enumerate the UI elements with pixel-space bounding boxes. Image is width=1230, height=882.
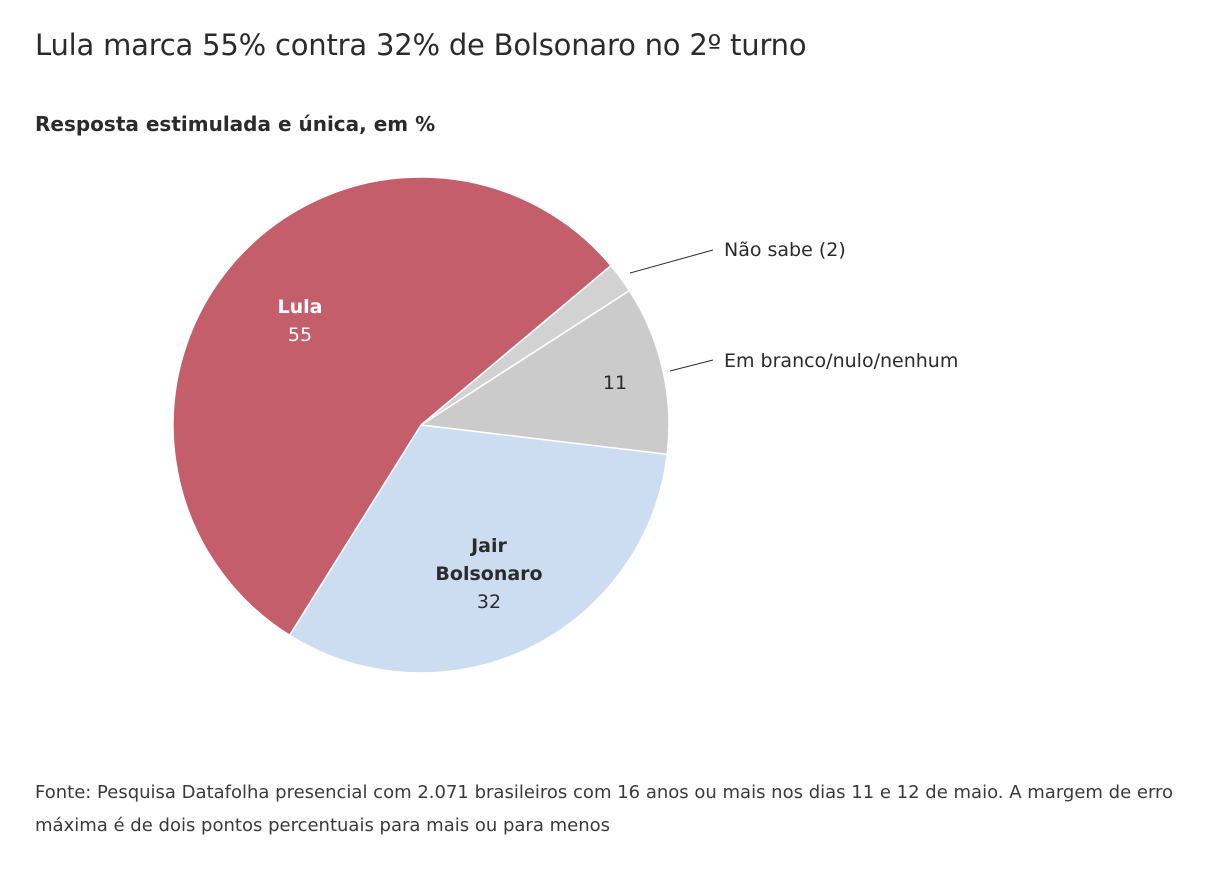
pie-labels: Não sabe (2) 11 Em branco/nulo/nenhum Jair B… (278, 239, 959, 613)
leader-line-nao-sabe (629, 249, 714, 274)
chart-title: Lula marca 55% contra 32% de Bolsonaro n… (35, 28, 807, 62)
pie-value-jair-bolsonaro: 32 (477, 591, 501, 613)
pie-slice-jair-bolsonaro (288, 424, 669, 674)
pie-outside-label-em-branco-nulo-nenhum: Em branco/nulo/nenhum (724, 350, 958, 372)
pie-chart: Não sabe (2) 11 Em branco/nulo/nenhum Jair B… (172, 176, 959, 674)
leader-line-em-branco-nulo-nenhum (669, 359, 714, 372)
pie-label-lula: Lula (278, 296, 323, 318)
pie-slice-em-branco-nulo-nenhum (420, 289, 670, 456)
pie-label-jair-bolsonaro-line-1: Jair (469, 535, 507, 557)
pie-outside-label-nao-sabe: Não sabe (2) (724, 239, 846, 261)
pie-leader-lines (629, 249, 714, 372)
pie-slices (172, 176, 670, 674)
source-note: Fonte: Pesquisa Datafolha presencial com… (35, 782, 1174, 836)
pie-label-jair-bolsonaro-line-2: Bolsonaro (435, 563, 542, 585)
pie-value-lula: 55 (288, 324, 312, 346)
pie-slice-lula (172, 176, 612, 637)
pie-value-em-branco-nulo-nenhum: 11 (603, 372, 627, 394)
chart-subtitle: Resposta estimulada e única, em % (35, 112, 436, 136)
